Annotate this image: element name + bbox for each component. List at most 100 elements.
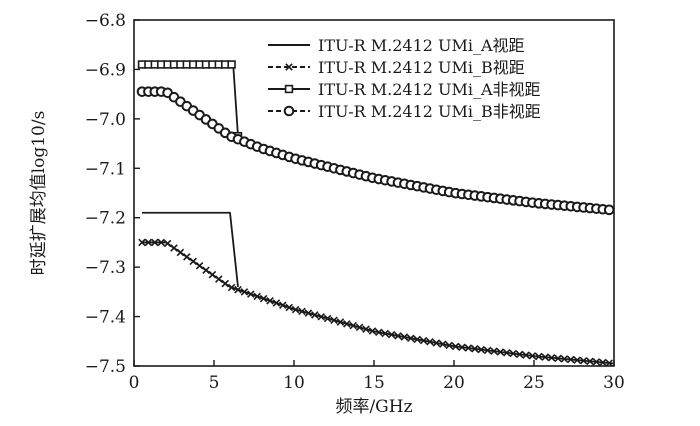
y-tick-label: −7.4 — [85, 308, 126, 328]
series-2-marker — [400, 333, 409, 341]
series-2-marker — [522, 351, 530, 359]
legend-marker — [285, 63, 293, 71]
series-2-marker — [471, 345, 479, 353]
series-3-marker — [227, 60, 236, 69]
series-2-marker — [515, 350, 524, 359]
series-2-marker — [163, 239, 172, 248]
series-2-marker — [413, 335, 421, 344]
legend-item-2: ITU-R M.2412 UMi_B视距 — [268, 58, 525, 77]
series-2-marker — [599, 358, 607, 366]
series-2-line — [142, 241, 614, 365]
series-2-marker — [535, 352, 543, 361]
legend-label: ITU-R M.2412 UMi_B非视距 — [318, 102, 541, 121]
series-2-marker — [432, 339, 441, 347]
series-2-marker — [426, 338, 434, 346]
series-2-marker — [240, 288, 249, 296]
series-2-marker — [189, 257, 197, 266]
series-2-marker — [503, 348, 511, 357]
series-2-marker — [176, 248, 185, 257]
series-2-marker — [343, 320, 351, 328]
series-2-marker — [285, 303, 293, 312]
series-2-marker — [573, 356, 581, 364]
legend-label: ITU-R M.2412 UMi_A非视距 — [318, 80, 541, 99]
axis-ticks-group: 0 5 10 15 20 25 30 −6.8 −6.9 −7.0 −7.1 −7.2 −7.3 −7.4… — [85, 11, 625, 393]
legend-item-1: ITU-R M.2412 UMi_A视距 — [268, 36, 525, 55]
x-tick-label: 25 — [523, 373, 545, 393]
series-2-marker — [183, 253, 191, 261]
series-4-marker — [603, 204, 614, 216]
series-2-marker — [170, 244, 178, 252]
series-2-marker — [336, 318, 345, 326]
y-tick-label: −6.8 — [85, 11, 126, 31]
series-2-marker — [221, 279, 229, 288]
series-2-marker — [419, 336, 428, 345]
x-tick-label: 30 — [603, 373, 625, 393]
series-2-marker — [586, 357, 594, 366]
series-2-marker — [554, 354, 562, 363]
series-2-marker — [579, 356, 588, 365]
series-2 — [138, 238, 614, 366]
series-2-marker — [381, 329, 389, 338]
legend: ITU-R M.2412 UMi_A视距 ITU-R M.2412 UMi_B视距… — [268, 36, 541, 121]
series-2-marker — [195, 262, 204, 270]
plot-series-group — [136, 60, 614, 366]
series-2-marker — [304, 309, 313, 317]
y-tick-label: −7.0 — [85, 110, 126, 130]
series-3-line — [142, 63, 239, 137]
series-2-marker — [272, 299, 281, 307]
series-2-marker — [509, 349, 517, 358]
series-2-marker — [445, 341, 453, 350]
series-2-marker — [592, 358, 601, 366]
series-2-marker — [227, 283, 236, 292]
legend-item-3: ITU-R M.2412 UMi_A非视距 — [268, 80, 541, 99]
x-tick-label: 10 — [283, 373, 305, 393]
series-2-marker — [368, 327, 377, 335]
legend-item-4: ITU-R M.2412 UMi_B非视距 — [268, 102, 541, 121]
series-2-marker — [496, 348, 505, 356]
series-2-marker — [477, 345, 485, 354]
series-2-marker — [375, 328, 383, 337]
series-2-marker — [144, 238, 153, 247]
series-2-marker — [439, 340, 447, 348]
series-2-marker — [349, 321, 357, 330]
series-2-marker — [317, 312, 325, 321]
x-tick-label: 5 — [209, 373, 220, 393]
series-2-marker — [394, 332, 402, 340]
x-tick-label: 20 — [443, 373, 465, 393]
series-2-marker — [407, 334, 415, 342]
y-tick-label: −6.9 — [85, 60, 126, 80]
series-2-marker — [528, 352, 537, 360]
series-2-marker — [253, 292, 261, 301]
series-2-marker — [541, 353, 549, 361]
series-2-marker — [208, 270, 217, 279]
series-2-marker — [138, 238, 146, 247]
y-tick-label: −7.3 — [85, 258, 126, 278]
series-2-marker — [355, 323, 364, 332]
x-tick-label: 0 — [129, 373, 140, 393]
y-tick-label: −7.2 — [85, 209, 126, 229]
series-2-marker — [215, 275, 223, 283]
x-tick-label: 15 — [363, 373, 385, 393]
series-2-marker — [323, 314, 332, 323]
series-1 — [142, 211, 239, 288]
series-2-marker — [157, 238, 165, 247]
series-2-marker — [311, 311, 319, 319]
series-2-marker — [291, 305, 300, 314]
series-2-marker — [490, 347, 498, 355]
y-tick-label: −7.5 — [85, 357, 126, 377]
series-2-marker — [298, 307, 306, 316]
series-1-line — [142, 211, 239, 288]
y-tick-label: −7.1 — [85, 159, 126, 179]
series-4 — [136, 86, 614, 216]
series-2-marker — [247, 290, 255, 298]
series-2-marker — [464, 344, 473, 352]
series-2-marker — [330, 316, 338, 325]
series-2-marker — [483, 346, 492, 355]
series-2-marker — [259, 294, 268, 303]
legend-label: ITU-R M.2412 UMi_A视距 — [318, 36, 525, 55]
series-2-marker — [279, 301, 287, 310]
series-2-marker — [567, 355, 575, 364]
series-2-marker — [560, 355, 569, 363]
